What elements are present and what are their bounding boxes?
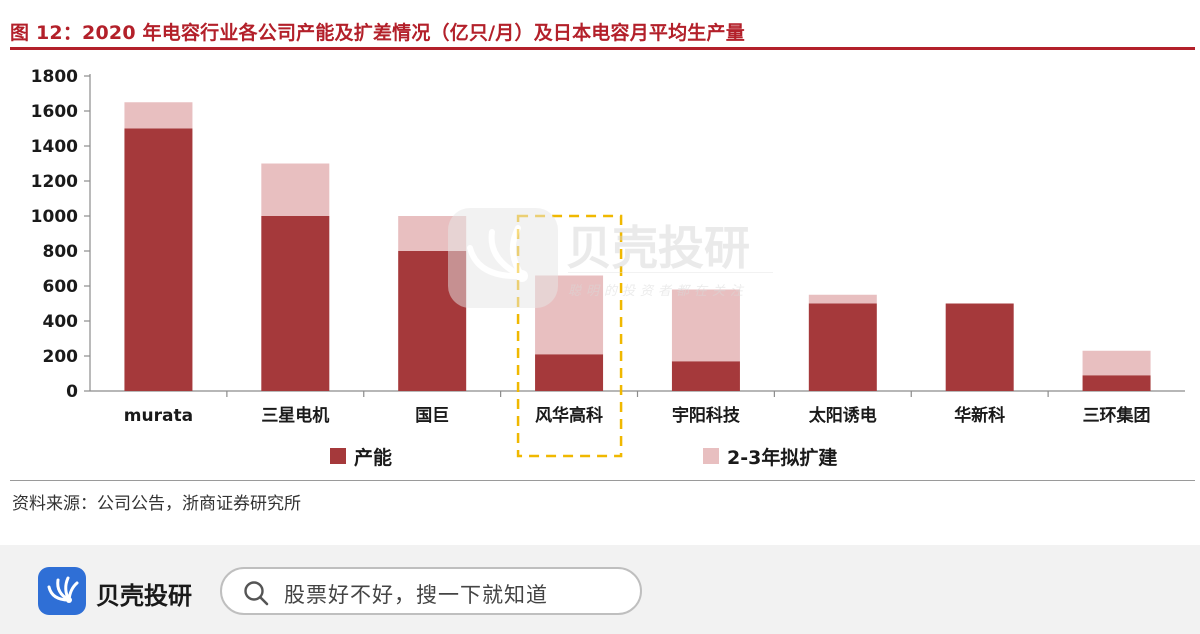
title-rule [10,47,1195,50]
y-tick-label: 800 [43,242,79,262]
x-category-label: 国巨 [415,406,449,426]
bar-expansion [671,289,740,362]
bar-capacity [808,303,877,391]
legend-swatch [703,448,719,464]
chart-title: 图 12：2020 年电容行业各公司产能及扩差情况（亿只/月）及日本电容月平均生… [10,22,745,44]
y-tick-label: 1800 [31,67,78,87]
legend-layer: 产能 2-3年拟扩建 [330,446,837,469]
y-tick-label: 1400 [31,137,78,157]
y-tick-label: 1200 [31,172,78,192]
x-category-label: 风华高科 [535,405,603,426]
bar-capacity [945,303,1014,391]
bar-capacity [535,354,604,391]
bar-expansion [124,102,193,129]
watermark-slogan: 聪明的投资者都在关注 [568,284,749,299]
watermark: 贝壳投研 聪明的投资者都在关注 [448,198,778,308]
report-panel: 图 12：2020 年电容行业各公司产能及扩差情况（亿只/月）及日本电容月平均生… [10,22,1195,514]
x-category-label: murata [124,406,193,426]
legend-label: 产能 [354,446,392,469]
x-category-label: 三环集团 [1083,405,1151,426]
legend-label: 2-3年拟扩建 [727,446,837,469]
bar-capacity [671,361,740,391]
bar-capacity [261,216,330,391]
search-icon [242,579,270,611]
bar-expansion [1082,350,1151,376]
y-tick-label: 1000 [31,207,78,227]
watermark-rule [568,272,773,273]
x-category-label: 太阳诱电 [809,405,877,426]
x-category-label: 华新科 [954,405,1005,426]
labels-layer: 0 200 400 600 800 1000 1200 1400 1600 1800 murata 三… [31,67,1151,426]
y-tick-label: 200 [43,347,79,367]
app-name[interactable]: 贝壳投研 [96,582,192,610]
bar-capacity [124,128,193,391]
highlight-box [516,214,623,458]
y-tick-label: 1600 [31,102,78,122]
search-input[interactable]: 股票好不好，搜一下就知道 [220,567,642,615]
bar-capacity [1082,375,1151,391]
x-category-label: 三星电机 [261,405,329,426]
y-tick-label: 400 [43,312,79,332]
bars-layer [124,102,1151,458]
footer-bar: 贝壳投研 股票好不好，搜一下就知道 [0,545,1200,634]
y-tick-label: 0 [66,382,78,402]
bar-expansion [261,163,330,216]
legend-swatch [330,448,346,464]
source-note: 资料来源：公司公告，浙商证券研究所 [12,494,301,514]
search-placeholder: 股票好不好，搜一下就知道 [284,583,548,607]
y-tick-label: 600 [43,277,79,297]
watermark-name: 贝壳投研 [566,221,750,275]
x-category-label: 宇阳科技 [672,405,741,426]
source-divider [10,480,1195,481]
stacked-bar-chart: 0 200 400 600 800 1000 1200 1400 1600 1800 murata 三… [31,67,1185,469]
watermark-logo-icon [448,208,558,308]
bar-expansion [808,294,877,304]
app-logo-icon[interactable] [38,567,86,615]
